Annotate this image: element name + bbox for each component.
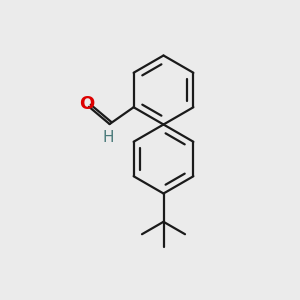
Text: O: O [79,95,94,113]
Text: H: H [102,130,114,145]
